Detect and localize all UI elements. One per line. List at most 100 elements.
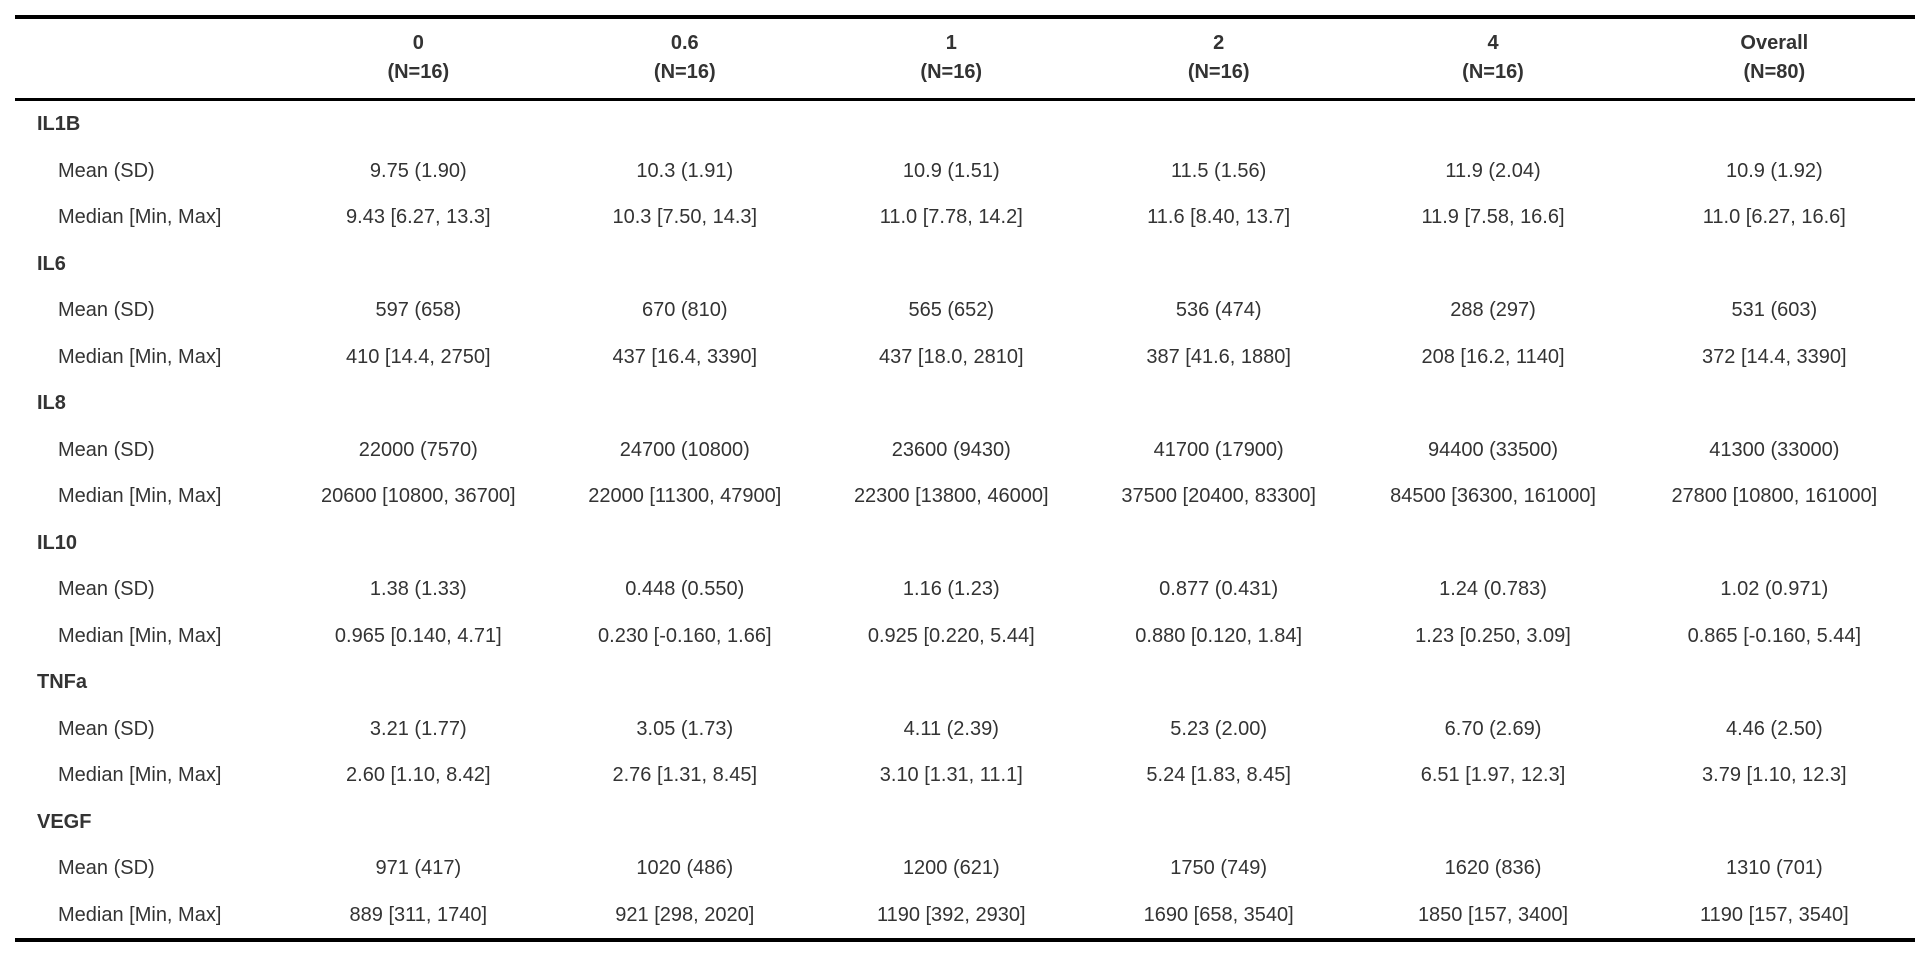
table-body: IL1B Mean (SD) 9.75 (1.90) 10.3 (1.91) 10.9 … xyxy=(15,100,1915,942)
il1b-median-row: Median [Min, Max] 9.43 [6.27, 13.3] 10.3 [… xyxy=(15,194,1915,241)
value-cell: 387 [41.6, 1880] xyxy=(1146,345,1291,368)
il6-median-row: Median [Min, Max] 410 [14.4, 2750] 437 [16… xyxy=(15,334,1915,381)
column-n-count: (N=16) xyxy=(653,61,716,83)
tnfa-mean-row: Mean (SD) 3.21 (1.77) 3.05 (1.73) 4.11 (2.3… xyxy=(15,706,1915,753)
value-cell: 4.11 (2.39) xyxy=(903,717,999,740)
column-n-count: (N=80) xyxy=(1743,61,1806,83)
vegf-median-row: Median [Min, Max] 889 [311, 1740] 921 [298… xyxy=(15,891,1915,942)
column-header-1: 1 (N=16) xyxy=(817,15,1085,101)
stat-row-label: Mean (SD) xyxy=(58,578,155,600)
group-label: VEGF xyxy=(37,810,92,833)
stat-row-label: Mean (SD) xyxy=(58,438,155,461)
column-label: 1 xyxy=(945,32,957,54)
il8-median-row: Median [Min, Max] 20600 [10800, 36700] 220… xyxy=(15,473,1915,520)
value-cell: 0.877 (0.431) xyxy=(1159,578,1279,600)
value-cell: 1190 [392, 2930] xyxy=(817,891,1085,942)
column-label: 0.6 xyxy=(670,32,699,54)
stat-row-label: Mean (SD) xyxy=(58,717,155,740)
group-row-il1b: IL1B xyxy=(15,100,1915,148)
value-cell: 1020 (486) xyxy=(636,857,734,879)
column-header-overall: Overall (N=80) xyxy=(1633,15,1915,101)
stat-row-label: Mean (SD) xyxy=(58,159,155,182)
value-cell: 10.3 [7.50, 14.3] xyxy=(612,206,758,228)
value-cell: 84500 [36300, 161000] xyxy=(1390,485,1596,507)
value-cell: 22300 [13800, 46000] xyxy=(853,485,1049,507)
value-cell: 9.43 [6.27, 13.3] xyxy=(346,206,491,228)
value-cell: 531 (603) xyxy=(1731,299,1818,321)
value-cell: 11.9 [7.58, 16.6] xyxy=(1421,206,1565,228)
value-cell: 9.75 (1.90) xyxy=(369,159,467,182)
value-cell: 971 (417) xyxy=(375,857,462,879)
value-cell: 1750 (749) xyxy=(1170,857,1268,879)
group-row-il8: IL8 xyxy=(15,380,1915,427)
il10-mean-row: Mean (SD) 1.38 (1.33) 0.448 (0.550) 1.16 (1… xyxy=(15,566,1915,613)
value-cell: 1.38 (1.33) xyxy=(369,578,467,600)
value-cell: 27800 [10800, 161000] xyxy=(1671,485,1878,507)
value-cell: 1.16 (1.23) xyxy=(902,578,1000,600)
value-cell: 3.05 (1.73) xyxy=(636,717,734,740)
value-cell: 3.79 [1.10, 12.3] xyxy=(1702,764,1847,786)
value-cell: 37500 [20400, 83300] xyxy=(1121,485,1316,507)
value-cell: 20600 [10800, 36700] xyxy=(320,485,516,507)
value-cell: 1310 (701) xyxy=(1725,857,1823,879)
value-cell: 5.23 (2.00) xyxy=(1170,717,1268,740)
value-cell: 410 [14.4, 2750] xyxy=(346,345,491,368)
value-cell: 1200 (621) xyxy=(902,857,1000,879)
value-cell: 6.51 [1.97, 12.3] xyxy=(1420,764,1566,786)
value-cell: 1.24 (0.783) xyxy=(1439,578,1547,600)
group-label: IL10 xyxy=(37,531,78,554)
value-cell: 1.02 (0.971) xyxy=(1720,578,1829,600)
header-empty-corner-cell xyxy=(15,15,285,101)
column-label: Overall xyxy=(1740,32,1809,54)
column-label: 2 xyxy=(1213,32,1225,54)
value-cell: 565 (652) xyxy=(908,299,995,321)
value-cell: 10.3 (1.91) xyxy=(636,159,734,182)
column-header-2: 2 (N=16) xyxy=(1084,15,1353,101)
value-cell: 11.0 [7.78, 14.2] xyxy=(879,206,1023,228)
value-cell: 1190 [157, 3540] xyxy=(1633,891,1915,942)
value-cell: 3.21 (1.77) xyxy=(369,717,467,740)
stat-row-label: Mean (SD) xyxy=(58,299,155,321)
value-cell: 23600 (9430) xyxy=(891,438,1011,461)
group-label: IL1B xyxy=(37,113,81,135)
column-header-4: 4 (N=16) xyxy=(1352,15,1634,101)
value-cell: 0.925 [0.220, 5.44] xyxy=(867,624,1035,647)
group-row-tnfa: TNFa xyxy=(15,659,1915,706)
column-header-0: 0 (N=16) xyxy=(284,15,552,101)
column-label: 0 xyxy=(412,32,424,54)
vegf-mean-row: Mean (SD) 971 (417) 1020 (486) 1200 (621) 17… xyxy=(15,845,1915,892)
value-cell: 288 (297) xyxy=(1450,299,1536,321)
value-cell: 1620 (836) xyxy=(1444,857,1542,879)
value-cell: 437 [18.0, 2810] xyxy=(878,345,1024,368)
value-cell: 41300 (33000) xyxy=(1709,438,1840,461)
value-cell: 0.965 [0.140, 4.71] xyxy=(334,624,502,647)
value-cell: 1.23 [0.250, 3.09] xyxy=(1415,624,1571,647)
value-cell: 41700 (17900) xyxy=(1153,438,1284,461)
il6-mean-row: Mean (SD) 597 (658) 670 (810) 565 (652) 536 … xyxy=(15,287,1915,334)
value-cell: 0.865 [-0.160, 5.44] xyxy=(1687,624,1862,647)
stat-row-label: Median [Min, Max] xyxy=(58,624,222,647)
value-cell: 2.60 [1.10, 8.42] xyxy=(346,764,491,786)
value-cell: 94400 (33500) xyxy=(1427,438,1559,461)
value-cell: 0.880 [0.120, 1.84] xyxy=(1135,624,1303,647)
value-cell: 597 (658) xyxy=(375,299,462,321)
summary-statistics-table: 0 (N=16) 0.6 (N=16) 1 (N=16) 2 (N=16) 4 (N=16) Ove… xyxy=(15,15,1915,942)
stat-row-label: Median [Min, Max] xyxy=(58,345,222,368)
il8-mean-row: Mean (SD) 22000 (7570) 24700 (10800) 23600 … xyxy=(15,427,1915,474)
value-cell: 4.46 (2.50) xyxy=(1725,717,1823,740)
il1b-mean-row: Mean (SD) 9.75 (1.90) 10.3 (1.91) 10.9 (1.5… xyxy=(15,148,1915,195)
value-cell: 1690 [658, 3540] xyxy=(1084,891,1353,942)
stat-row-label: Mean (SD) xyxy=(58,857,155,879)
value-cell: 536 (474) xyxy=(1175,299,1262,321)
group-label: IL6 xyxy=(37,252,66,275)
table-header: 0 (N=16) 0.6 (N=16) 1 (N=16) 2 (N=16) 4 (N=16) Ove… xyxy=(15,15,1915,101)
group-label: IL8 xyxy=(37,392,66,414)
tnfa-median-row: Median [Min, Max] 2.60 [1.10, 8.42] 2.76 [… xyxy=(15,752,1915,799)
stat-row-label: Median [Min, Max] xyxy=(58,764,222,786)
value-cell: 670 (810) xyxy=(641,299,728,321)
stat-row-label: Median [Min, Max] xyxy=(58,485,222,507)
value-cell: 5.24 [1.83, 8.45] xyxy=(1146,764,1291,786)
value-cell: 0.448 (0.550) xyxy=(625,578,745,600)
table-header-row: 0 (N=16) 0.6 (N=16) 1 (N=16) 2 (N=16) 4 (N=16) Ove… xyxy=(15,15,1915,101)
